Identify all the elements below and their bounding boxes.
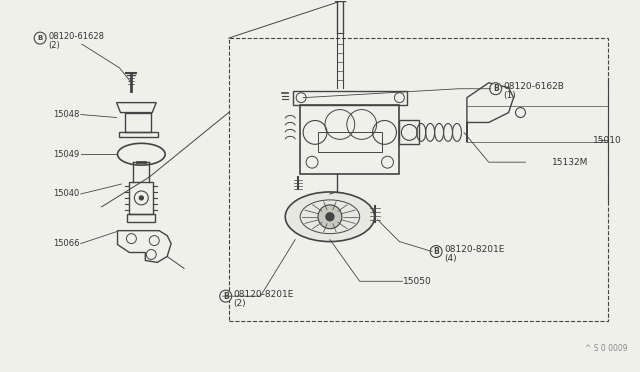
Text: (2): (2) — [234, 299, 246, 308]
Ellipse shape — [285, 192, 374, 241]
Text: (4): (4) — [444, 254, 457, 263]
Bar — [318, 132, 381, 152]
Text: 15040: 15040 — [54, 189, 80, 198]
Circle shape — [318, 205, 342, 229]
Text: 08120-6162B: 08120-6162B — [504, 82, 564, 91]
Text: B: B — [223, 292, 228, 301]
Bar — [399, 121, 419, 144]
Text: B: B — [38, 35, 43, 41]
Text: (1): (1) — [504, 91, 516, 100]
Bar — [125, 113, 151, 132]
Text: 15050: 15050 — [403, 277, 432, 286]
Circle shape — [430, 246, 442, 257]
Text: (2): (2) — [48, 41, 60, 49]
Bar — [129, 182, 153, 214]
Text: 08120-8201E: 08120-8201E — [234, 290, 294, 299]
Circle shape — [34, 32, 46, 44]
Text: 15132M: 15132M — [552, 158, 588, 167]
Text: 08120-61628: 08120-61628 — [48, 32, 104, 41]
Text: 15010: 15010 — [593, 136, 621, 145]
Circle shape — [220, 290, 232, 302]
Text: ^ S 0 0009: ^ S 0 0009 — [585, 344, 628, 353]
Bar — [228, 38, 608, 321]
Text: 15066: 15066 — [53, 239, 80, 248]
Bar — [300, 105, 399, 174]
Text: 15048: 15048 — [53, 110, 80, 119]
Circle shape — [326, 213, 334, 221]
Bar — [127, 214, 156, 222]
Text: 15049: 15049 — [54, 150, 80, 159]
Text: B: B — [493, 84, 499, 93]
Circle shape — [140, 196, 143, 200]
Text: B: B — [433, 247, 439, 256]
Bar — [293, 91, 407, 105]
Circle shape — [490, 83, 502, 95]
Text: 08120-8201E: 08120-8201E — [444, 245, 504, 254]
